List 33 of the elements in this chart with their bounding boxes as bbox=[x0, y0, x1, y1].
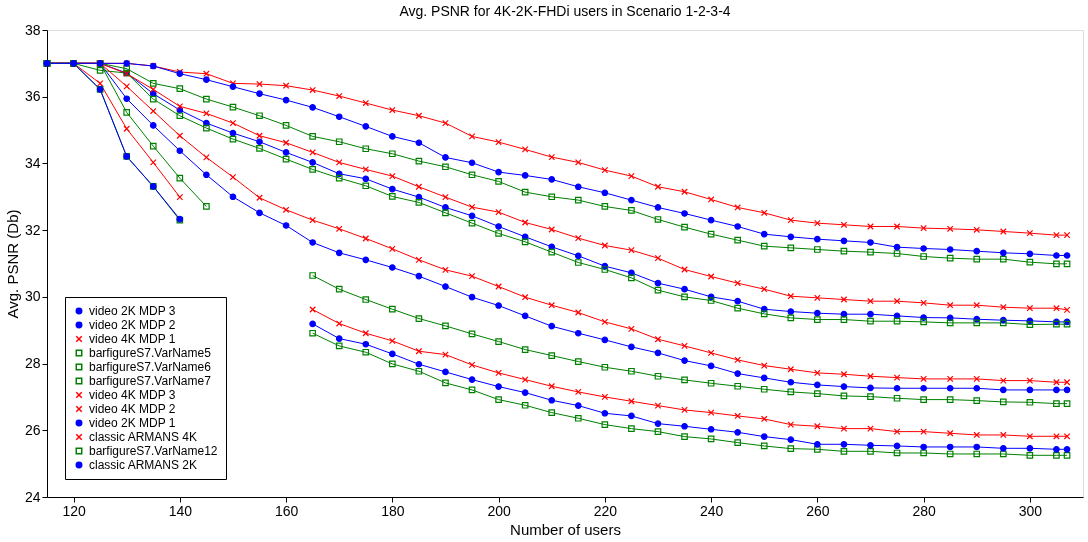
legend-label: video 2K MDP 2 bbox=[89, 318, 176, 332]
x-axis-title: Number of users bbox=[510, 520, 621, 538]
y-tick-label: 30 bbox=[24, 288, 41, 305]
legend-label: barfigureS7.VarName6 bbox=[89, 360, 212, 374]
x-tick-label: 300 bbox=[1018, 502, 1043, 519]
x-tick-label: 260 bbox=[806, 502, 830, 519]
x-tick-label: 220 bbox=[593, 502, 618, 519]
y-tick-label: 26 bbox=[24, 421, 41, 438]
x-tick-label: 180 bbox=[381, 502, 405, 519]
legend-label: classic ARMANS 4K bbox=[89, 430, 198, 444]
y-tick-label: 36 bbox=[24, 88, 41, 105]
x-tick-label: 240 bbox=[699, 502, 724, 519]
y-tick-label: 32 bbox=[24, 221, 41, 238]
legend-label: video 4K MDP 1 bbox=[89, 332, 176, 346]
y-tick-label: 24 bbox=[24, 488, 41, 505]
legend-label: video 4K MDP 2 bbox=[89, 402, 176, 416]
x-tick-label: 280 bbox=[912, 502, 937, 519]
x-tick-label: 120 bbox=[62, 502, 86, 519]
y-axis-title: Avg. PSNR (Db) bbox=[3, 209, 21, 319]
legend-label: classic ARMANS 2K bbox=[89, 458, 198, 472]
chart-title: Avg. PSNR for 4K-2K-FHDi users in Scenario 1-2-3-4 bbox=[399, 3, 731, 19]
legend-label: barfigureS7.VarName12 bbox=[89, 444, 218, 458]
legend-label: video 4K MDP 3 bbox=[89, 388, 176, 402]
legend-label: barfigureS7.VarName7 bbox=[89, 374, 212, 388]
y-tick-label: 28 bbox=[24, 355, 41, 372]
x-tick-label: 200 bbox=[487, 502, 511, 519]
x-tick-label: 160 bbox=[274, 502, 299, 519]
legend-label: video 2K MDP 1 bbox=[89, 416, 176, 430]
legend-label: video 2K MDP 3 bbox=[89, 304, 176, 318]
legend-label: barfigureS7.VarName5 bbox=[89, 346, 212, 360]
y-tick-label: 38 bbox=[24, 21, 41, 38]
y-tick-label: 34 bbox=[24, 154, 41, 171]
x-tick-label: 140 bbox=[168, 502, 193, 519]
